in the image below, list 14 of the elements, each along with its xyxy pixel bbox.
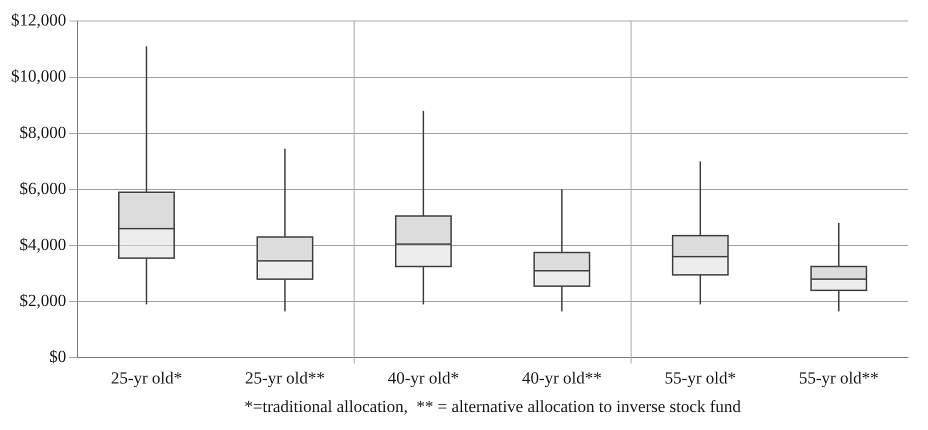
y-tick-label: $2,000 xyxy=(20,291,66,310)
y-tick-label: $0 xyxy=(49,347,66,366)
y-tick-label: $8,000 xyxy=(20,122,66,142)
y-tick-label: $10,000 xyxy=(11,66,66,86)
y-tick-label: $4,000 xyxy=(20,234,66,254)
y-tick-label: $12,000 xyxy=(11,10,66,30)
x-tick-label: 40-yr old* xyxy=(388,368,460,388)
x-tick-label: 55-yr old* xyxy=(664,368,736,388)
x-tick-label: 55-yr old** xyxy=(798,368,879,388)
x-tick-label: 25-yr old** xyxy=(245,368,325,388)
x-tick-label: 25-yr old* xyxy=(110,368,182,388)
y-tick-label: $6,000 xyxy=(20,178,66,198)
x-tick-label: 40-yr old** xyxy=(522,368,602,388)
text: *=traditional allocation, ** = alternative allocation to inverse stock fund xyxy=(244,397,742,416)
